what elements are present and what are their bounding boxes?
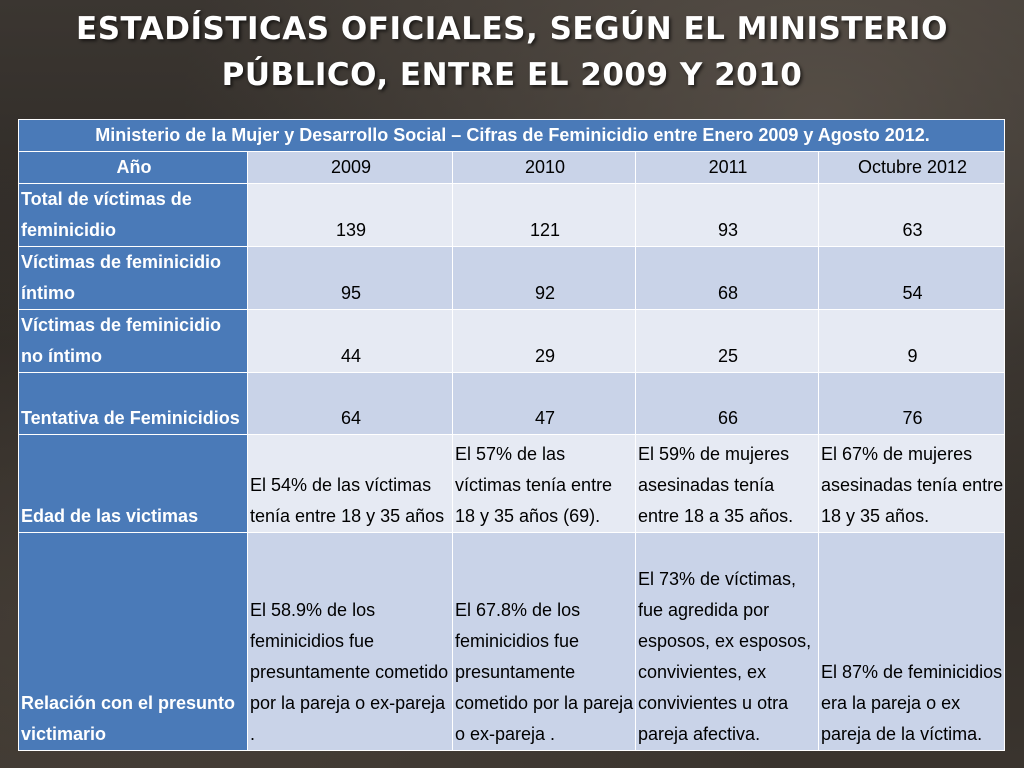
slide-title: Estadísticas oficiales, según el Ministe…: [76, 11, 948, 93]
table-cell: 121: [452, 183, 636, 247]
column-header-october-2012: Octubre 2012: [817, 151, 1006, 184]
table-cell: 92: [452, 246, 636, 310]
column-header-2010: 2010: [452, 151, 636, 184]
table-row: Tentativa de Feminicidios 64 47 66 76: [18, 372, 1006, 435]
table-cell: El 73% de víctimas, fue agredida por esp…: [635, 532, 819, 751]
table-cell: 29: [452, 309, 636, 373]
table-cell: 25: [635, 309, 819, 373]
table-row: Edad de las victimas El 54% de las vícti…: [18, 434, 1006, 533]
row-header-victim-age: Edad de las victimas: [18, 434, 248, 533]
table-cell: El 87% de feminicidios era la pareja o e…: [817, 532, 1006, 751]
table-caption: Ministerio de la Mujer y Desarrollo Soci…: [17, 119, 1006, 152]
table-row: Relación con el presunto victimario El 5…: [18, 532, 1006, 751]
table-cell: El 59% de mujeres asesinadas tenía entre…: [635, 434, 819, 533]
table-cell: El 54% de las víctimas tenía entre 18 y …: [247, 434, 453, 533]
table-cell: 64: [247, 372, 453, 435]
table-row: Total de víctimas de feminicidio 139 121…: [18, 183, 1006, 247]
table-cell: 9: [817, 309, 1006, 373]
table-cell: 44: [247, 309, 453, 373]
table-cell: 95: [247, 246, 453, 310]
table-row: Víctimas de feminicidio íntimo 95 92 68 …: [18, 246, 1006, 310]
table-row: Víctimas de feminicidio no íntimo 44 29 …: [18, 309, 1006, 373]
table-cell: El 67% de mujeres asesinadas tenía entre…: [817, 434, 1006, 533]
table-cell: 66: [635, 372, 819, 435]
feminicide-statistics-table: Ministerio de la Mujer y Desarrollo Soci…: [17, 119, 1006, 751]
row-header-attempted-feminicides: Tentativa de Feminicidios: [18, 372, 248, 435]
table-cell: El 58.9% de los feminicidios fue presunt…: [247, 532, 453, 751]
table-caption-row: Ministerio de la Mujer y Desarrollo Soci…: [17, 119, 1006, 152]
column-header-2009: 2009: [247, 151, 453, 184]
column-header-2011: 2011: [635, 151, 819, 184]
table-cell: El 67.8% de los feminicidios fue presunt…: [452, 532, 636, 751]
row-header-non-intimate-victims: Víctimas de feminicidio no íntimo: [18, 309, 248, 373]
table-cell: 68: [635, 246, 819, 310]
row-header-relationship-to-perpetrator: Relación con el presunto victimario: [18, 532, 248, 751]
row-header-total-victims: Total de víctimas de feminicidio: [18, 183, 248, 247]
table-cell: 47: [452, 372, 636, 435]
table-cell: 139: [247, 183, 453, 247]
table-cell: 63: [817, 183, 1006, 247]
column-header-year-label: Año: [18, 151, 248, 184]
table-cell: 54: [817, 246, 1006, 310]
table-header-row: Año 2009 2010 2011 Octubre 2012: [18, 151, 1006, 184]
table-cell: 93: [635, 183, 819, 247]
row-header-intimate-victims: Víctimas de feminicidio íntimo: [18, 246, 248, 310]
table-cell: El 57% de las víctimas tenía entre 18 y …: [452, 434, 636, 533]
table-cell: 76: [817, 372, 1006, 435]
